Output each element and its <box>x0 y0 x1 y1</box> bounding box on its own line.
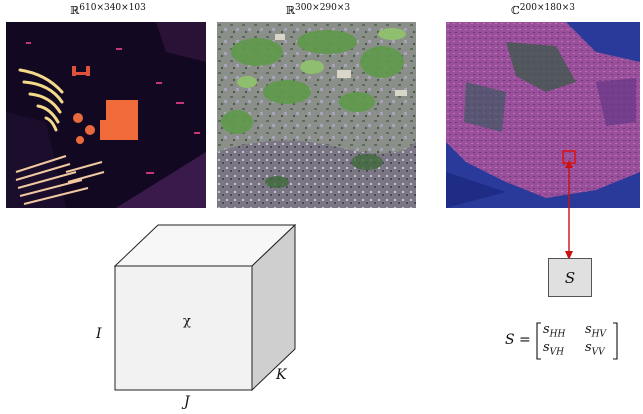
tensor-dim-k: K <box>276 367 286 383</box>
panel-1-dims: 610×340×103 <box>79 3 146 13</box>
tensor-cube <box>110 222 300 394</box>
panel-1-label: ℝ610×340×103 <box>8 3 208 17</box>
equation-lhs: S = <box>505 332 531 348</box>
tensor-dim-i: I <box>96 326 102 342</box>
multispectral-image <box>217 22 416 208</box>
hyperspectral-image <box>6 22 206 208</box>
matrix-entry-hh: sHH <box>543 322 565 340</box>
panel-2-label: ℝ300×290×3 <box>218 3 418 17</box>
panel-1-set: ℝ <box>70 4 79 17</box>
matrix-entry-vh: sVH <box>543 340 564 358</box>
pixel-arrow <box>560 160 580 260</box>
panel-3-set: ℂ <box>511 4 520 17</box>
scattering-matrix-symbol: S <box>565 269 575 287</box>
scattering-matrix-box: S <box>548 258 592 297</box>
matrix-entry-hv: sHV <box>585 322 606 340</box>
tensor-dim-j: J <box>184 394 190 410</box>
panel-2-dims: 300×290×3 <box>295 3 350 13</box>
polsar-image <box>446 22 640 208</box>
panel-2-set: ℝ <box>286 4 295 17</box>
matrix-entry-vv: sVV <box>585 340 605 358</box>
panel-3-dims: 200×180×3 <box>520 3 575 13</box>
panel-3-label: ℂ200×180×3 <box>446 3 640 17</box>
tensor-symbol: χ <box>183 314 191 329</box>
